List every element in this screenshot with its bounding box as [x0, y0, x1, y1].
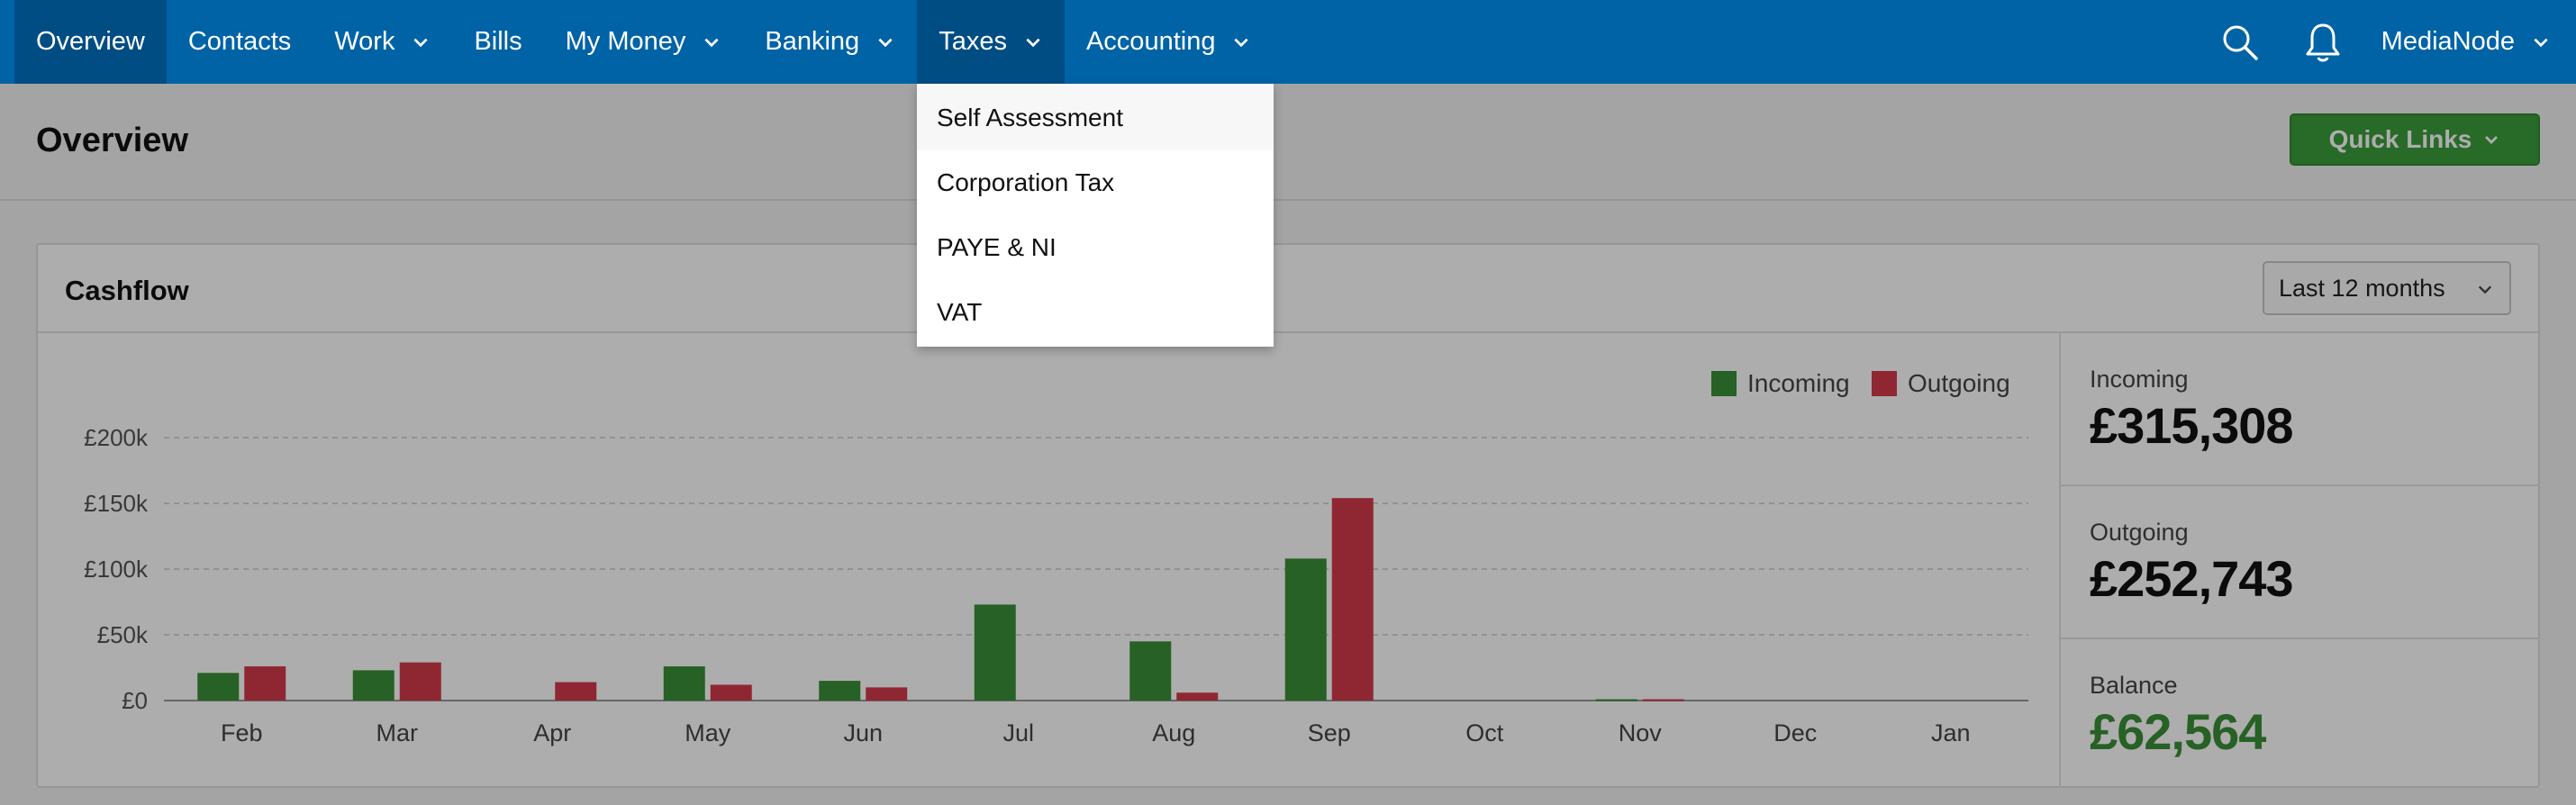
bar-incoming: [819, 681, 861, 701]
menu-item-paye-ni[interactable]: PAYE & NI: [937, 233, 1057, 261]
x-tick-label: Dec: [1773, 719, 1817, 746]
cashflow-header: Cashflow Last 12 months: [38, 245, 2538, 333]
quick-links-label: Quick Links: [2328, 125, 2472, 153]
quick-links-button[interactable]: Quick Links: [2290, 113, 2540, 166]
notifications-button[interactable]: [2299, 18, 2347, 67]
nav-accounting-label: Accounting: [1085, 27, 1216, 56]
chevron-down-icon: [1026, 38, 1040, 47]
chevron-down-icon: [1234, 38, 1249, 47]
x-tick-label: Aug: [1152, 719, 1195, 746]
cashflow-chart: £0 £50k £100k £150k £200k Feb Mar Apr May Jun Jul A…: [84, 369, 2028, 746]
y-tick-label: £200k: [84, 424, 149, 451]
page-header: Overview Quick Links: [0, 84, 2576, 201]
nav-contacts[interactable]: Contacts: [167, 0, 313, 84]
bar-outgoing: [244, 666, 286, 701]
bar-incoming: [1284, 558, 1327, 701]
legend-swatch-outgoing: [1872, 371, 1897, 396]
stat-incoming-value: £315,308: [2090, 397, 2294, 454]
x-tick-label: Sep: [1308, 719, 1351, 746]
bar-outgoing: [1642, 699, 1684, 701]
search-button[interactable]: [2216, 18, 2264, 67]
nav-taxes-label: Taxes: [939, 27, 1007, 56]
nav-contacts-label: Contacts: [187, 27, 292, 56]
stat-outgoing-label: Outgoing: [2090, 519, 2189, 546]
x-tick-label: Nov: [1619, 719, 1663, 746]
menu-item-self-assessment[interactable]: Self Assessment: [917, 86, 1274, 150]
stat-balance: Balance £62,564: [2061, 639, 2540, 792]
nav-work-label: Work: [334, 27, 395, 56]
chevron-down-icon: [704, 38, 719, 47]
nav-my-money-label: My Money: [565, 27, 686, 56]
cashflow-card: Cashflow Last 12 months £0 £50k £100k £150k…: [36, 243, 2540, 788]
nav-overview-label: Overview: [36, 27, 145, 56]
x-tick-label: Oct: [1465, 719, 1504, 746]
nav-overview[interactable]: Overview: [14, 0, 167, 84]
chevron-down-icon: [2478, 285, 2492, 294]
menu-item-vat[interactable]: VAT: [937, 298, 983, 326]
menu-item-corporation-tax[interactable]: Corporation Tax: [937, 168, 1115, 196]
nav-banking-label: Banking: [765, 27, 860, 56]
bar-outgoing: [1331, 498, 1374, 701]
y-tick-label: £150k: [84, 490, 149, 517]
y-tick-label: £50k: [97, 621, 149, 648]
legend-label-incoming: Incoming: [1747, 369, 1850, 397]
nav-bills-label: Bills: [474, 27, 522, 56]
stat-outgoing-value: £252,743: [2090, 550, 2294, 607]
chevron-down-icon: [2485, 136, 2499, 144]
y-tick-label: £100k: [84, 556, 149, 583]
menu-backdrop[interactable]: [0, 84, 2576, 805]
x-tick-label: May: [685, 719, 731, 746]
x-tick-label: Jul: [1002, 719, 1034, 746]
period-select-value: Last 12 months: [2279, 274, 2445, 302]
page-title: Overview: [36, 122, 188, 159]
stat-outgoing: Outgoing £252,743: [2061, 486, 2540, 639]
x-tick-label: Mar: [376, 719, 419, 746]
bar-incoming: [197, 673, 240, 701]
nav-work[interactable]: Work: [313, 0, 452, 84]
bar-incoming: [1595, 699, 1637, 701]
taxes-dropdown-menu: Self Assessment Corporation Tax PAYE & N…: [917, 84, 1274, 347]
cashflow-chart-area: £0 £50k £100k £150k £200k Feb Mar Apr May Jun Jul A…: [38, 333, 2059, 788]
stat-balance-value: £62,564: [2090, 703, 2266, 760]
bar-incoming: [1129, 641, 1172, 701]
chevron-down-icon: [2534, 38, 2548, 47]
bar-outgoing: [1176, 692, 1219, 701]
stat-incoming: Incoming £315,308: [2061, 333, 2540, 486]
chevron-down-icon: [413, 38, 429, 47]
legend-swatch-incoming: [1711, 371, 1737, 396]
x-tick-label: Jan: [1931, 719, 1971, 746]
stat-balance-label: Balance: [2090, 672, 2178, 699]
account-menu[interactable]: MediaNode: [2381, 27, 2551, 57]
bar-incoming: [663, 666, 705, 701]
nav-accounting[interactable]: Accounting: [1065, 0, 1274, 84]
chevron-down-icon: [878, 38, 893, 47]
bar-outgoing: [710, 684, 752, 701]
bar-outgoing: [399, 662, 441, 701]
nav-banking[interactable]: Banking: [743, 0, 917, 84]
legend-label-outgoing: Outgoing: [1908, 369, 2010, 397]
bar-incoming: [974, 604, 1016, 701]
cashflow-stats: Incoming £315,308 Outgoing £252,743 Bala…: [2059, 333, 2540, 788]
x-tick-label: Jun: [843, 719, 883, 746]
search-icon: [2223, 25, 2258, 60]
x-tick-label: Apr: [533, 719, 571, 746]
top-navbar: Overview Contacts Work Bills My Money Ba…: [0, 0, 2576, 84]
nav-my-money[interactable]: My Money: [544, 0, 744, 84]
period-select[interactable]: Last 12 months: [2263, 261, 2511, 315]
nav-bills[interactable]: Bills: [452, 0, 543, 84]
bell-icon: [2306, 23, 2340, 61]
bar-incoming: [352, 670, 395, 701]
bar-outgoing: [866, 687, 908, 701]
main-nav: Overview Contacts Work Bills My Money Ba…: [14, 0, 1273, 84]
y-tick-label: £0: [122, 687, 148, 714]
stat-incoming-label: Incoming: [2090, 366, 2189, 393]
nav-taxes[interactable]: Taxes: [917, 0, 1065, 84]
bar-outgoing: [555, 682, 597, 701]
account-name: MediaNode: [2381, 27, 2515, 56]
nav-right: MediaNode: [2216, 0, 2551, 84]
x-tick-label: Feb: [221, 719, 263, 746]
cashflow-title: Cashflow: [65, 275, 189, 306]
